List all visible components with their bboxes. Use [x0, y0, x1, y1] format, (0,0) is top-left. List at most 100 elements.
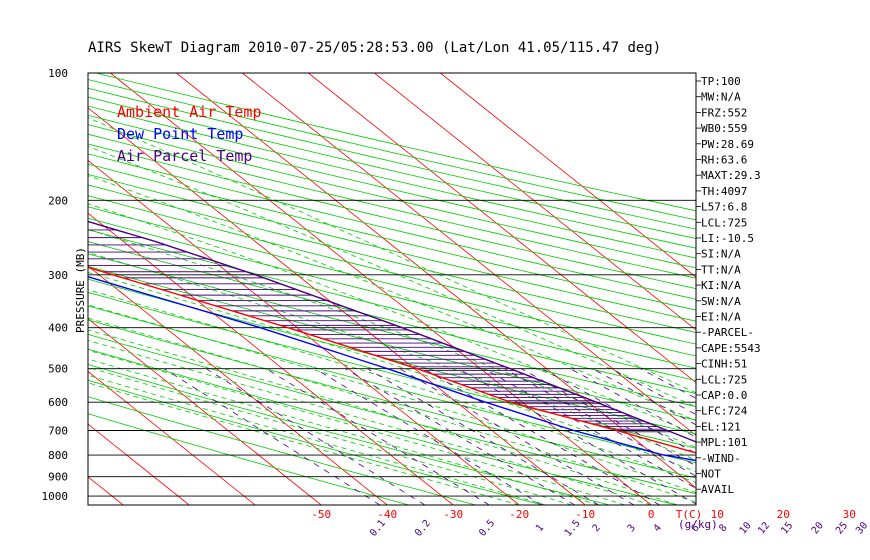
stat-label: PW:28.69 — [701, 138, 754, 151]
mixing-ratio-label: 0.2 — [413, 518, 433, 539]
moist-adiabat-line — [88, 145, 696, 408]
stat-label: LI:-10.5 — [701, 232, 754, 245]
dry-adiabat-line — [88, 253, 696, 408]
stat-label: RH:63.6 — [701, 154, 747, 167]
mixing-ratio-line — [344, 368, 575, 505]
dry-adiabat-line — [88, 143, 696, 290]
mixing-ratio-label: 1 — [534, 523, 546, 535]
legend-item: Dew Point Temp — [117, 125, 243, 143]
isotherm-line — [176, 73, 696, 489]
moist-adiabat-line — [88, 175, 696, 422]
dewpoint-line — [88, 276, 696, 462]
stat-label: CAP:0.0 — [701, 389, 747, 402]
stat-label: EL:121 — [701, 420, 741, 433]
plot-frame — [87, 72, 697, 506]
pressure-tick-label: 500 — [48, 363, 68, 376]
stat-label: -WIND- — [701, 452, 741, 465]
isotherm-line — [0, 73, 57, 505]
moist-adiabat-line — [88, 203, 696, 435]
parcel-temp-line — [88, 220, 696, 443]
isotherm-line — [88, 423, 190, 505]
mixing-ratio-line — [640, 368, 696, 399]
isotherm-line — [88, 265, 388, 505]
dry-adiabat-line — [88, 163, 696, 311]
y-axis-label: PRESSURE (MB) — [74, 247, 87, 333]
ambient-temp-line — [88, 266, 696, 454]
dry-adiabat-line — [88, 206, 696, 357]
moist-adiabat-line — [88, 358, 599, 505]
isotherm-line — [308, 73, 696, 384]
mixing-ratio-label: 12 — [756, 520, 772, 536]
dry-adiabat-line — [88, 105, 696, 249]
legend-item: Air Parcel Temp — [117, 147, 252, 165]
stat-label: EI:N/A — [701, 311, 741, 324]
pressure-tick-label: 1000 — [42, 490, 69, 503]
isotherm-line — [374, 73, 696, 331]
stat-label: TT:N/A — [701, 263, 741, 276]
stat-label: MPL:101 — [701, 436, 747, 449]
stat-label: KI:N/A — [701, 279, 741, 292]
cape-hatching — [88, 221, 671, 433]
pressure-tick-label: 100 — [48, 67, 68, 80]
chart-title: AIRS SkewT Diagram 2010-07-25/05:28:53.0… — [88, 40, 661, 56]
dry-adiabat-line — [88, 305, 696, 464]
sounding-stats: TP:100 MW:N/A FRZ:552 WB0:559 PW:28.69 RH:63.… — [696, 75, 761, 496]
stat-label: MAXT:29.3 — [701, 169, 761, 182]
mixing-ratio-line — [570, 368, 696, 438]
stat-label: TP:100 — [701, 75, 741, 88]
stat-label: L57:6.8 — [701, 201, 747, 214]
dry-adiabat-line — [88, 396, 476, 505]
mixing-ratio-label: 6 — [690, 523, 702, 535]
isotherm-line — [110, 73, 652, 505]
dry-adiabat-line — [88, 229, 696, 382]
mixing-ratio-label: 10 — [738, 520, 754, 536]
dry-adiabat-line — [88, 241, 696, 394]
stat-label: LCL:725 — [701, 373, 747, 386]
mixing-ratio-label: 30 — [854, 520, 870, 536]
isotherm-line — [88, 212, 454, 505]
stat-label: LFC:724 — [701, 405, 748, 418]
stat-label: WB0:559 — [701, 122, 747, 135]
axis-labels: -120-110-100-90-80-70-60-50-40-50-40-30-… — [42, 67, 870, 539]
moist-adiabat-line — [88, 340, 652, 505]
bottom-tick-label: 20 — [777, 508, 790, 521]
legend: Ambient Air Temp Dew Point Temp Air Parcel… — [117, 103, 262, 165]
dry-adiabat-line — [88, 124, 696, 269]
moist-adiabat-line — [88, 374, 546, 505]
mixing-ratio-label: 3 — [626, 523, 638, 535]
moist-adiabat-line — [88, 272, 696, 473]
bottom-tick-label: -50 — [311, 508, 331, 521]
bottom-tick-label: -10 — [575, 508, 595, 521]
profile-series — [88, 220, 696, 462]
stat-label: NOT — [701, 468, 721, 481]
dry-adiabat-line — [88, 379, 543, 505]
moist-adiabat-line — [88, 329, 678, 505]
mixing-ratio-line — [423, 368, 660, 505]
isotherm-line — [88, 160, 520, 505]
pressure-tick-label: 800 — [48, 449, 68, 462]
stat-label: TH:4097 — [701, 185, 747, 198]
mixing-unit-label: (g/kg) — [678, 518, 718, 531]
stat-label: AVAIL — [701, 483, 734, 496]
dry-adiabat-line — [88, 217, 696, 369]
mixing-ratio-label: 0.1 — [368, 518, 388, 539]
mixing-ratio-line — [399, 368, 635, 505]
mixing-ratio-line — [367, 368, 599, 505]
moist-adiabat-line — [88, 366, 573, 505]
mixing-ratio-line — [314, 368, 543, 505]
mixing-ratio-label: 0.5 — [477, 518, 497, 539]
dry-adiabat-line — [88, 333, 696, 495]
mixing-ratio-label: 25 — [834, 520, 850, 536]
pressure-tick-label: 600 — [48, 396, 68, 409]
mixing-ratio-label: 4 — [652, 523, 664, 535]
stat-label: CINH:51 — [701, 358, 747, 371]
pressure-tick-label: 300 — [48, 269, 68, 282]
mixing-ratio-label: 20 — [810, 520, 826, 536]
isotherm-line — [88, 318, 322, 505]
dry-adiabat-line — [88, 292, 696, 449]
pressure-tick-label: 900 — [48, 471, 68, 484]
stat-label: SI:N/A — [701, 248, 741, 261]
bottom-tick-label: -30 — [443, 508, 463, 521]
pressure-tick-label: 400 — [48, 322, 68, 335]
